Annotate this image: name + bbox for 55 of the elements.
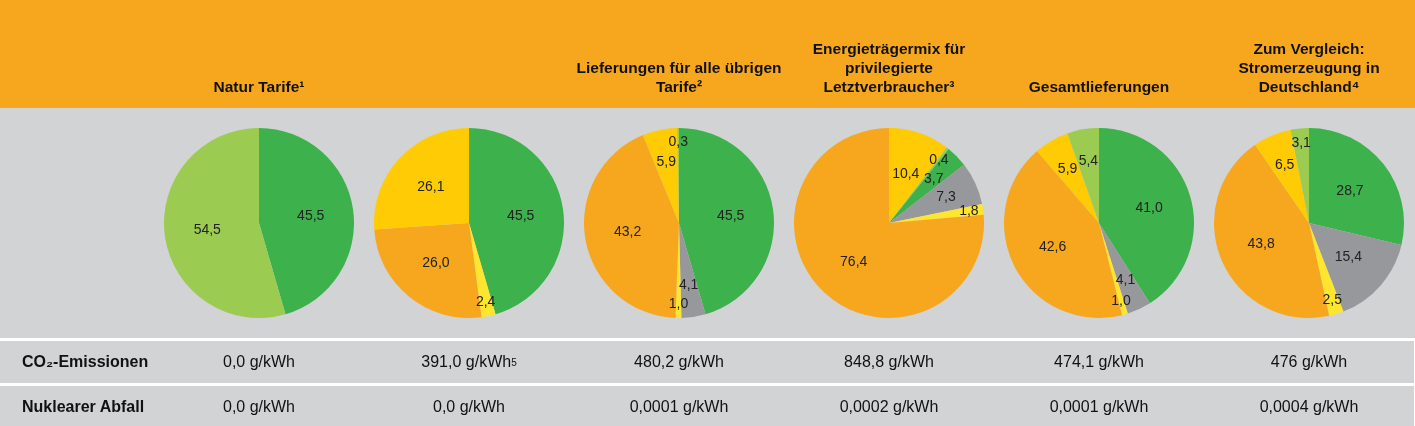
data-label: 10,4 <box>892 164 920 181</box>
data-label: 45,5 <box>507 206 535 223</box>
data-label: 45,5 <box>297 206 325 223</box>
data-label: 45,5 <box>717 206 745 223</box>
text: CO₂-Emissionen <box>0 341 154 383</box>
text: 0,0004 g/kWh <box>1204 386 1414 426</box>
data-label: 43,2 <box>613 223 642 240</box>
data-label: 7,3 <box>936 187 956 204</box>
data-label: 6,5 <box>1274 156 1295 173</box>
chart-title: Energieträgermix für privilegierte Letztverbraucher³ <box>811 39 967 97</box>
data-label: 5,9 <box>656 152 677 169</box>
data-label: 3,1 <box>1291 133 1312 150</box>
data-label: 43,8 <box>1247 234 1275 251</box>
pie-slice <box>374 128 469 230</box>
chart-title: Natur Tarife¹ <box>212 77 306 97</box>
data-label: 15,4 <box>1334 248 1363 265</box>
text: 848,8 g/kWh <box>784 341 994 383</box>
text: 0,0001 g/kWh <box>574 386 784 426</box>
data-label: 42,6 <box>1038 238 1067 255</box>
data-label: 26,0 <box>422 254 450 271</box>
data-label: 76,4 <box>840 252 868 269</box>
data-label: 26,1 <box>417 178 445 195</box>
pie-slice <box>1309 223 1402 312</box>
pie-slice <box>469 223 496 318</box>
pie-slice <box>164 128 286 318</box>
data-label: 0,4 <box>929 150 949 167</box>
data-label: 28,7 <box>1336 181 1364 198</box>
text: 0,0001 g/kWh <box>994 386 1204 426</box>
text: Nuklearer Abfall <box>0 386 154 426</box>
pie-slice <box>889 164 983 223</box>
text: 0,0 g/kWh <box>154 341 364 383</box>
data-label: 5,9 <box>1057 159 1078 176</box>
pie-slice <box>1037 133 1099 223</box>
text: 0,0 g/kWh <box>154 386 364 426</box>
pie-slice <box>794 128 984 318</box>
data-label: 5,4 <box>1078 152 1099 169</box>
data-label: 1,0 <box>1111 291 1131 308</box>
chart-title: Gesamtlieferungen <box>1027 77 1171 97</box>
data-label: 1,0 <box>668 294 689 311</box>
text: 474,1 g/kWh <box>994 341 1204 383</box>
text: 0,0 g/kWh <box>364 386 574 426</box>
text: 0,0002 g/kWh <box>784 386 994 426</box>
data-label: 41,0 <box>1135 199 1164 216</box>
chart-title: Zum Vergleich: Stromerzeugung in Deutschland⁴ <box>1237 39 1381 97</box>
pie-slice <box>1309 128 1404 245</box>
pie-slice <box>259 128 354 315</box>
pie-slice <box>469 128 564 315</box>
chart-title: Lieferungen für alle übrigen Tarife² <box>575 58 783 97</box>
pie-slice <box>1255 129 1309 223</box>
data-label: 54,5 <box>193 221 222 238</box>
data-label: 2,5 <box>1322 291 1343 308</box>
data-label: 3,7 <box>924 170 944 187</box>
data-label: 1,8 <box>959 202 979 219</box>
text: 476 g/kWh <box>1204 341 1414 383</box>
text: 480,2 g/kWh <box>574 341 784 383</box>
